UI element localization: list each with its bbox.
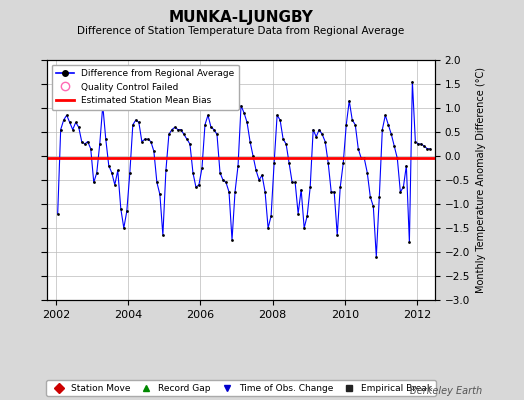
Legend: Station Move, Record Gap, Time of Obs. Change, Empirical Break: Station Move, Record Gap, Time of Obs. C… — [46, 380, 436, 396]
Text: MUNKA-LJUNGBY: MUNKA-LJUNGBY — [169, 10, 313, 25]
Text: Berkeley Earth: Berkeley Earth — [410, 386, 482, 396]
Y-axis label: Monthly Temperature Anomaly Difference (°C): Monthly Temperature Anomaly Difference (… — [476, 67, 486, 293]
Text: Difference of Station Temperature Data from Regional Average: Difference of Station Temperature Data f… — [78, 26, 405, 36]
